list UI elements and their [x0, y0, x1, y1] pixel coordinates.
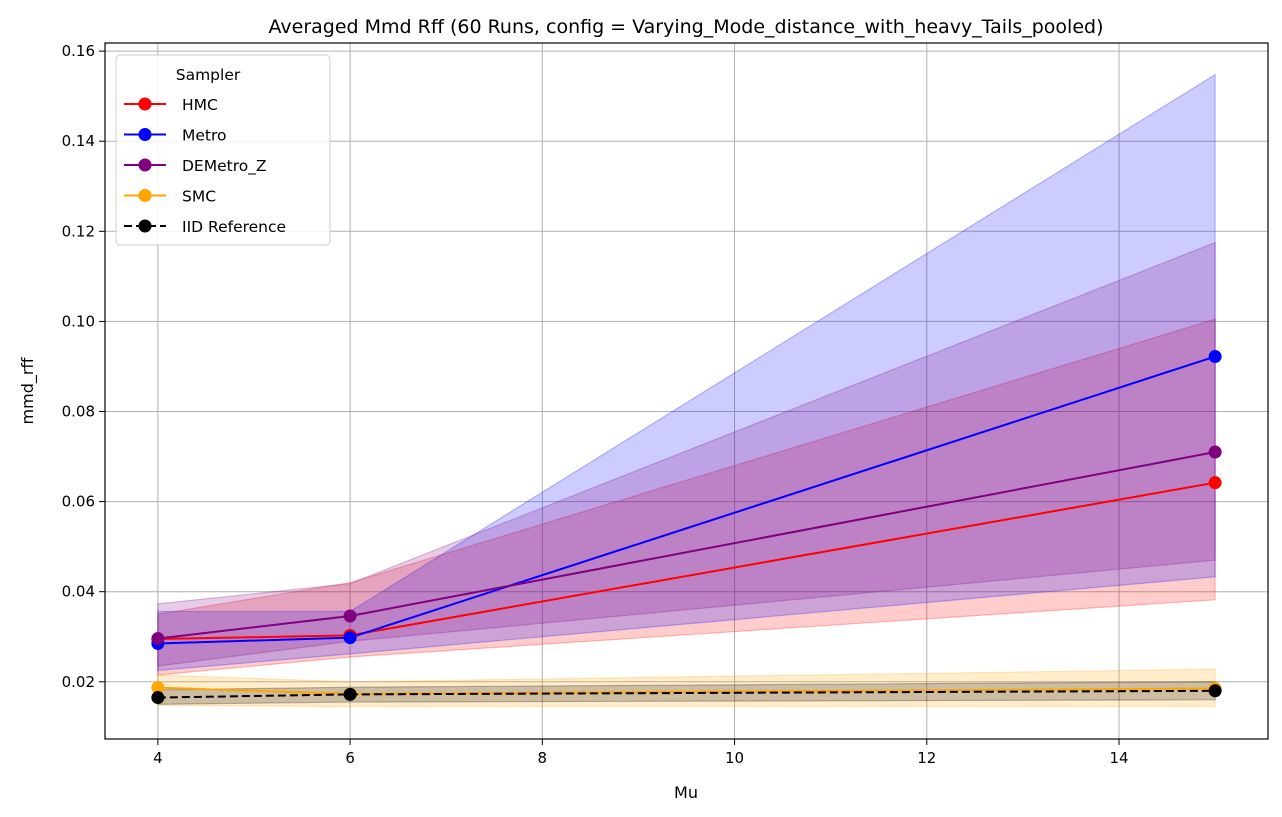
- y-tick-label: 0.04: [62, 583, 95, 601]
- band-demetro-z: [157, 241, 1216, 667]
- point-metro: [1208, 350, 1222, 364]
- band-smc: [157, 668, 1216, 708]
- legend-label-demetro-z: DEMetro_Z: [182, 157, 267, 176]
- x-tick-label: 14: [1109, 749, 1128, 767]
- chart-title: Averaged Mmd Rff (60 Runs, config = Vary…: [269, 16, 1104, 38]
- y-tick-label: 0.16: [62, 42, 95, 60]
- legend-marker-iid-reference: [138, 219, 152, 233]
- point-smc: [151, 681, 165, 695]
- x-tick-label: 8: [538, 749, 548, 767]
- legend-marker-metro: [138, 128, 152, 141]
- legend-marker-demetro-z: [138, 158, 152, 172]
- y-tick-label: 0.12: [62, 222, 95, 240]
- x-tick-label: 6: [345, 749, 355, 767]
- point-demetro-z: [1208, 445, 1222, 459]
- y-tick-label: 0.10: [62, 312, 95, 330]
- y-axis: 0.02 0.04 0.06 0.08 0.10 0.12 0.14 0.16: [62, 42, 105, 691]
- legend-marker-smc: [138, 189, 152, 202]
- x-axis: 4 6 8 10 12 14: [153, 739, 1129, 767]
- x-tick-label: 4: [153, 749, 163, 767]
- legend-marker-hmc: [138, 97, 152, 111]
- legend: Sampler HMC Metro DEMetro_Z SMC IID Reference: [115, 54, 331, 246]
- y-tick-label: 0.14: [62, 132, 95, 150]
- legend-title: Sampler: [176, 66, 241, 84]
- plot-frame: [104, 42, 1269, 740]
- point-demetro-z: [343, 609, 357, 623]
- x-axis-label: Mu: [674, 783, 698, 802]
- y-tick-label: 0.02: [62, 673, 95, 691]
- y-axis-label: mmd_rff: [18, 357, 38, 425]
- bands: [157, 73, 1216, 708]
- point-iid-reference: [343, 687, 357, 701]
- legend-label-hmc: HMC: [182, 96, 218, 114]
- y-tick-label: 0.06: [62, 493, 95, 511]
- x-tick-label: 10: [725, 749, 744, 767]
- y-tick-label: 0.08: [62, 402, 95, 420]
- point-iid-reference: [1208, 684, 1222, 698]
- band-hmc: [157, 318, 1216, 676]
- series-markers: [151, 350, 1222, 705]
- point-demetro-z: [151, 632, 165, 646]
- legend-label-iid-reference: IID Reference: [182, 218, 286, 236]
- point-hmc: [1208, 476, 1222, 490]
- legend-label-metro: Metro: [182, 127, 227, 145]
- legend-label-smc: SMC: [182, 188, 216, 206]
- legend-box: [115, 54, 331, 246]
- point-metro: [343, 631, 357, 645]
- x-tick-label: 12: [917, 749, 936, 767]
- point-iid-reference: [151, 691, 165, 705]
